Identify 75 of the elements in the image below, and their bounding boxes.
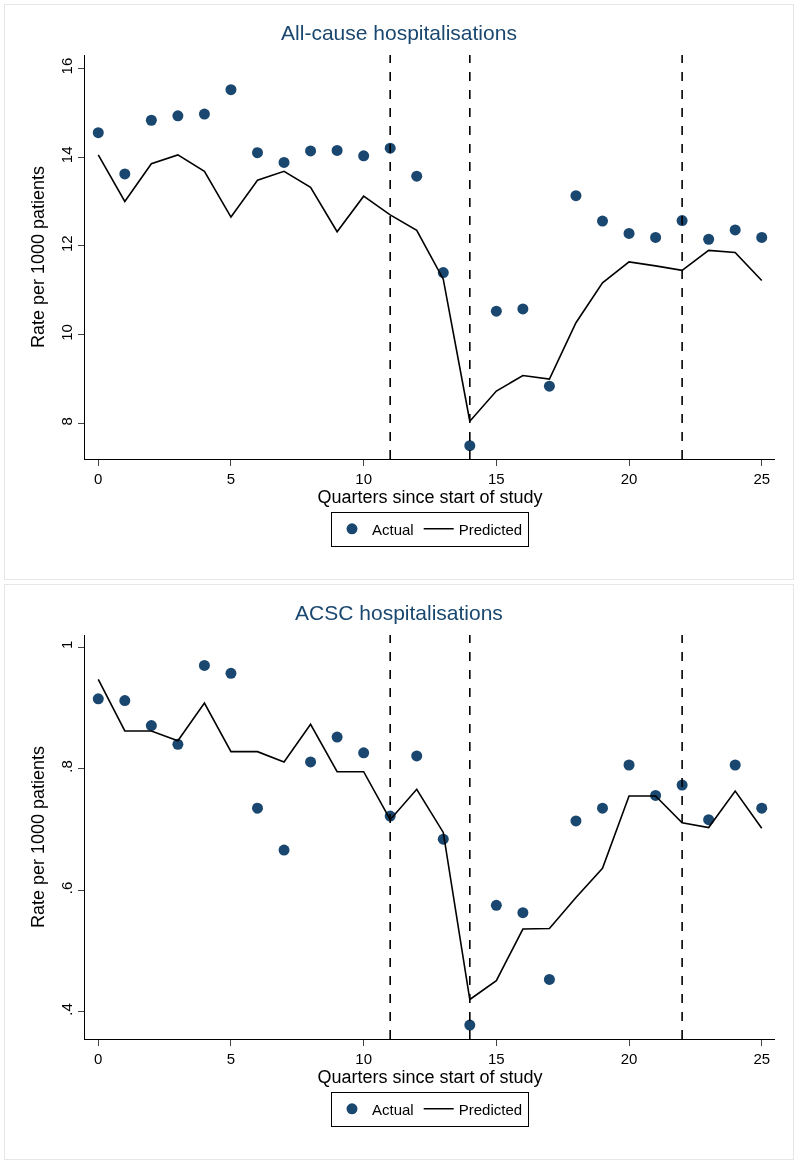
x-tick-label: 15 — [488, 470, 505, 487]
y-axis-title: Rate per 1000 patients — [28, 745, 49, 929]
point — [198, 659, 210, 671]
point — [464, 1019, 476, 1031]
y-tick-label: 10 — [58, 324, 75, 341]
y-tick-label: 1 — [58, 640, 75, 650]
point — [198, 108, 210, 120]
point — [172, 110, 184, 122]
x-axis-title: Quarters since start of study — [317, 487, 543, 508]
legend-label: Predicted — [458, 520, 523, 538]
point — [490, 899, 502, 911]
point — [623, 227, 635, 239]
legend-label: Actual — [372, 1100, 414, 1118]
point — [119, 695, 131, 707]
point — [331, 144, 343, 156]
x-tick-label: 10 — [355, 1050, 372, 1067]
point — [543, 973, 555, 985]
point — [225, 667, 237, 679]
chart-title: ACSC hospitalisations — [295, 600, 503, 624]
point — [650, 231, 662, 243]
point — [358, 150, 370, 162]
point — [703, 814, 715, 826]
x-tick-label: 5 — [226, 1050, 236, 1067]
point — [145, 720, 157, 732]
y-tick-label: 16 — [58, 57, 75, 75]
x-tick-label: 15 — [488, 1050, 505, 1067]
x-tick-label: 0 — [94, 470, 103, 487]
point — [517, 303, 529, 315]
point — [358, 747, 370, 759]
y-tick-label: 14 — [58, 146, 75, 164]
point — [278, 844, 290, 856]
x-tick-label: 5 — [226, 470, 236, 487]
point — [225, 84, 237, 96]
point — [623, 759, 635, 771]
point — [92, 693, 104, 705]
y-tick-label: .8 — [58, 760, 75, 773]
point — [92, 127, 104, 139]
point — [252, 147, 263, 159]
y-axis-title: Rate per 1000 patients — [28, 165, 49, 349]
x-tick-label: 20 — [620, 470, 638, 487]
point — [756, 802, 768, 814]
point — [597, 215, 608, 227]
x-tick-label: 0 — [94, 1050, 103, 1067]
point — [729, 224, 741, 236]
point — [411, 170, 423, 182]
x-tick-label: 10 — [355, 470, 372, 487]
point — [252, 802, 263, 814]
point — [145, 114, 157, 126]
point — [305, 145, 317, 157]
point — [411, 750, 423, 762]
point — [543, 380, 555, 392]
point — [305, 756, 317, 768]
point — [597, 802, 608, 814]
point — [756, 231, 768, 243]
y-tick-label: 12 — [58, 235, 75, 252]
x-tick-label: 25 — [753, 1050, 771, 1067]
x-tick-label: 20 — [620, 1050, 638, 1067]
point — [570, 815, 582, 827]
point — [331, 731, 343, 743]
point — [464, 440, 476, 452]
point — [119, 168, 131, 180]
point — [517, 907, 529, 919]
point — [729, 759, 741, 771]
legend-label: Actual — [372, 520, 414, 538]
x-tick-label: 25 — [753, 470, 771, 487]
y-tick-label: 8 — [58, 417, 75, 426]
chart-title: All-cause hospitalisations — [281, 20, 517, 44]
legend-label: Predicted — [458, 1100, 523, 1118]
point — [278, 156, 290, 168]
y-tick-label: .4 — [58, 1003, 75, 1016]
x-axis-title: Quarters since start of study — [317, 1067, 543, 1088]
point — [570, 190, 582, 202]
point — [490, 305, 502, 317]
y-tick-label: .6 — [58, 881, 75, 895]
point — [703, 233, 715, 245]
